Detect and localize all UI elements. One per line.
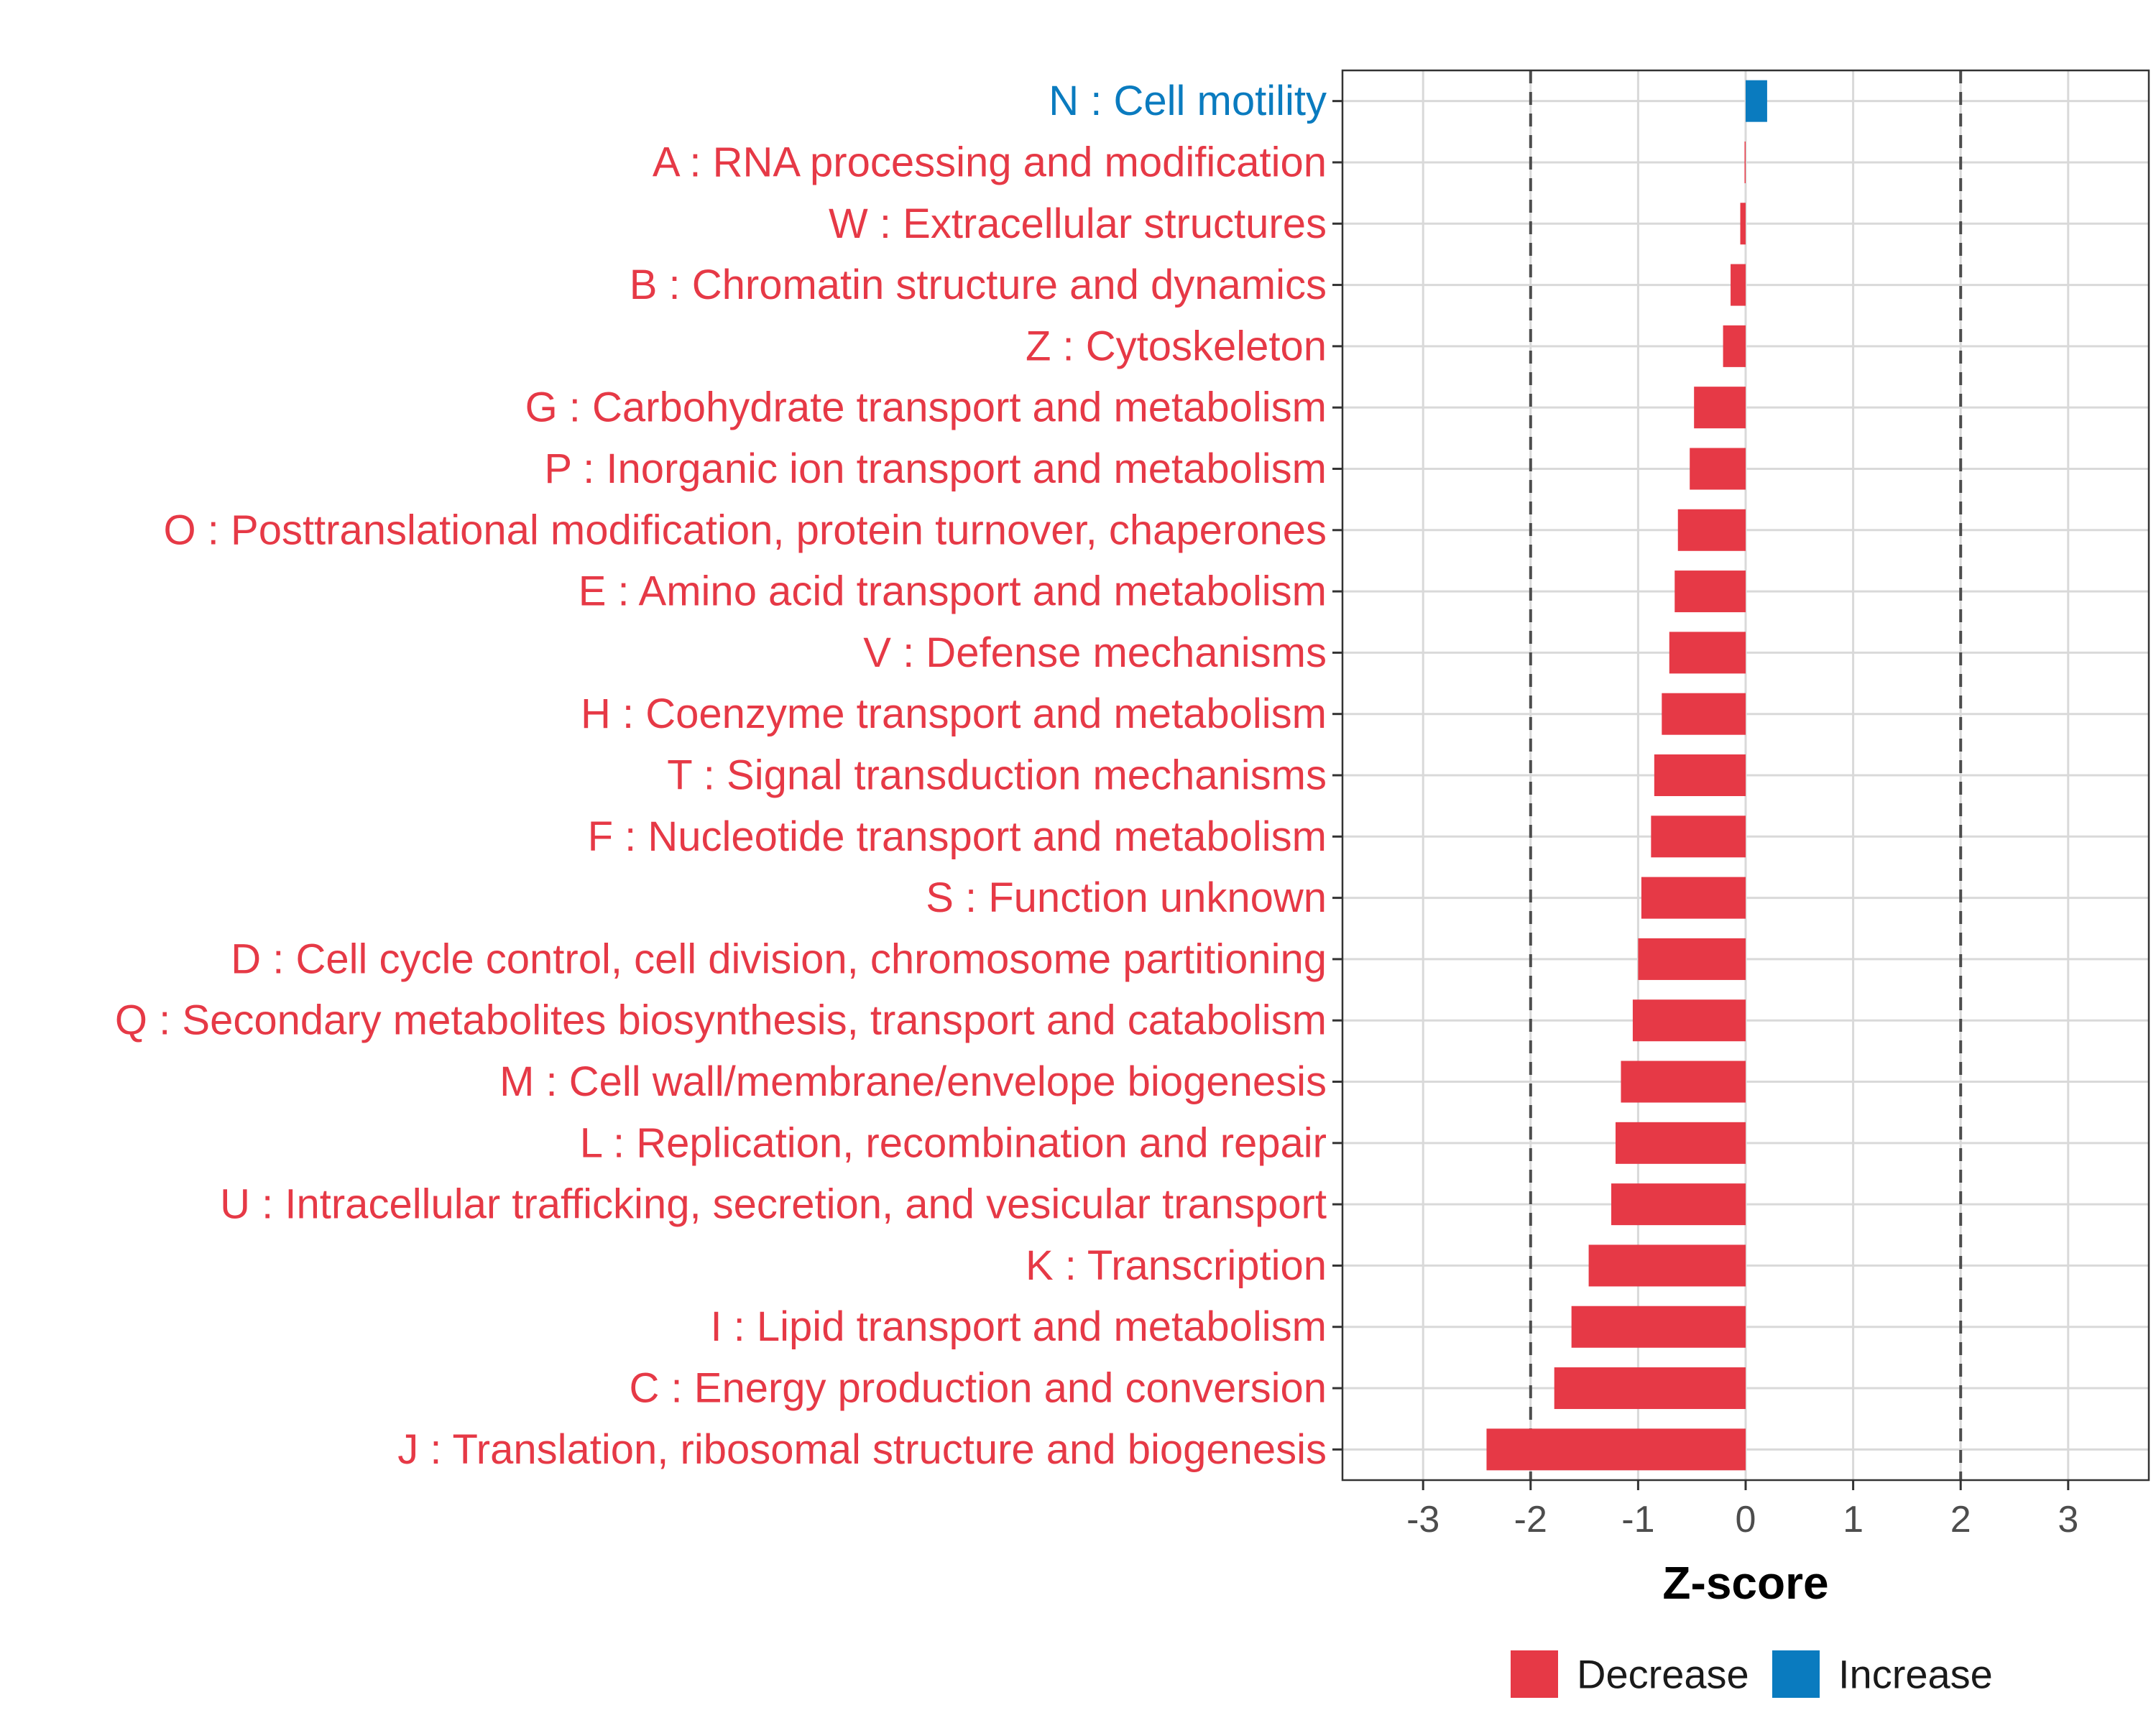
bar — [1486, 1428, 1746, 1471]
category-label: E : Amino acid transport and metabolism — [579, 568, 1327, 615]
bar — [1571, 1306, 1746, 1348]
category-label: Z : Cytoskeleton — [1026, 323, 1327, 369]
category-label: S : Function unknown — [926, 874, 1327, 921]
category-label: W : Extracellular structures — [829, 200, 1327, 247]
bar — [1674, 570, 1746, 613]
bar — [1731, 264, 1746, 306]
category-label: K : Transcription — [1026, 1242, 1327, 1289]
legend-label: Increase — [1838, 1652, 1993, 1697]
reference-lines — [1529, 70, 1963, 1480]
bar — [1615, 1122, 1746, 1164]
category-label: Q : Secondary metabolites biosynthesis, … — [115, 997, 1327, 1044]
bar — [1621, 1061, 1746, 1103]
category-label: V : Defense mechanisms — [863, 629, 1327, 676]
x-tick-label: 3 — [2058, 1499, 2078, 1540]
legend-key — [1511, 1650, 1558, 1698]
x-tick-label: -1 — [1621, 1499, 1654, 1540]
category-label: I : Lipid transport and metabolism — [710, 1303, 1327, 1350]
bar — [1588, 1244, 1746, 1287]
bar — [1654, 754, 1746, 797]
category-label: T : Signal transduction mechanisms — [667, 752, 1327, 799]
category-label: P : Inorganic ion transport and metaboli… — [544, 445, 1327, 492]
bar — [1611, 1183, 1746, 1226]
bar — [1694, 387, 1746, 429]
category-label: N : Cell motility — [1049, 78, 1327, 124]
category-label: B : Chromatin structure and dynamics — [630, 262, 1327, 308]
category-label: M : Cell wall/membrane/envelope biogenes… — [499, 1058, 1327, 1105]
bar — [1554, 1367, 1746, 1410]
bar — [1662, 693, 1746, 735]
bar — [1641, 877, 1746, 919]
category-label: U : Intracellular trafficking, secretion… — [220, 1181, 1327, 1228]
category-label: D : Cell cycle control, cell division, c… — [231, 935, 1327, 982]
category-label: C : Energy production and conversion — [630, 1365, 1327, 1412]
y-axis: N : Cell motility A : RNA processing and … — [115, 78, 1342, 1473]
x-tick-label: 2 — [1950, 1499, 1971, 1540]
bars — [1486, 80, 1767, 1471]
category-label: F : Nucleotide transport and metabolism — [588, 813, 1327, 860]
category-label: G : Carbohydrate transport and metabolis… — [525, 384, 1327, 431]
bar — [1669, 632, 1746, 674]
bar — [1690, 448, 1746, 490]
bar — [1740, 203, 1746, 245]
x-axis-title: Z-score — [1662, 1557, 1828, 1609]
bar — [1651, 816, 1746, 858]
x-tick-label: 1 — [1843, 1499, 1864, 1540]
category-label: A : RNA processing and modification — [653, 139, 1327, 185]
bar — [1677, 509, 1746, 551]
legend-key — [1772, 1650, 1820, 1698]
bar — [1638, 938, 1746, 980]
legend: Decrease Increase — [1511, 1650, 1993, 1698]
category-label: H : Coenzyme transport and metabolism — [581, 690, 1327, 737]
category-label: O : Posttranslational modification, prot… — [164, 507, 1327, 553]
bar — [1632, 999, 1746, 1042]
category-label: L : Replication, recombination and repai… — [580, 1119, 1327, 1166]
bar — [1746, 80, 1767, 122]
category-label: J : Translation, ribosomal structure and… — [397, 1426, 1327, 1473]
legend-label: Decrease — [1577, 1652, 1749, 1697]
bar — [1723, 325, 1746, 367]
x-tick-label: 0 — [1736, 1499, 1756, 1540]
x-axis: -3 -2 -1 0 1 2 3 — [1406, 1480, 2078, 1540]
x-tick-label: -3 — [1406, 1499, 1439, 1540]
bar — [1744, 141, 1746, 183]
x-tick-label: -2 — [1514, 1499, 1547, 1540]
